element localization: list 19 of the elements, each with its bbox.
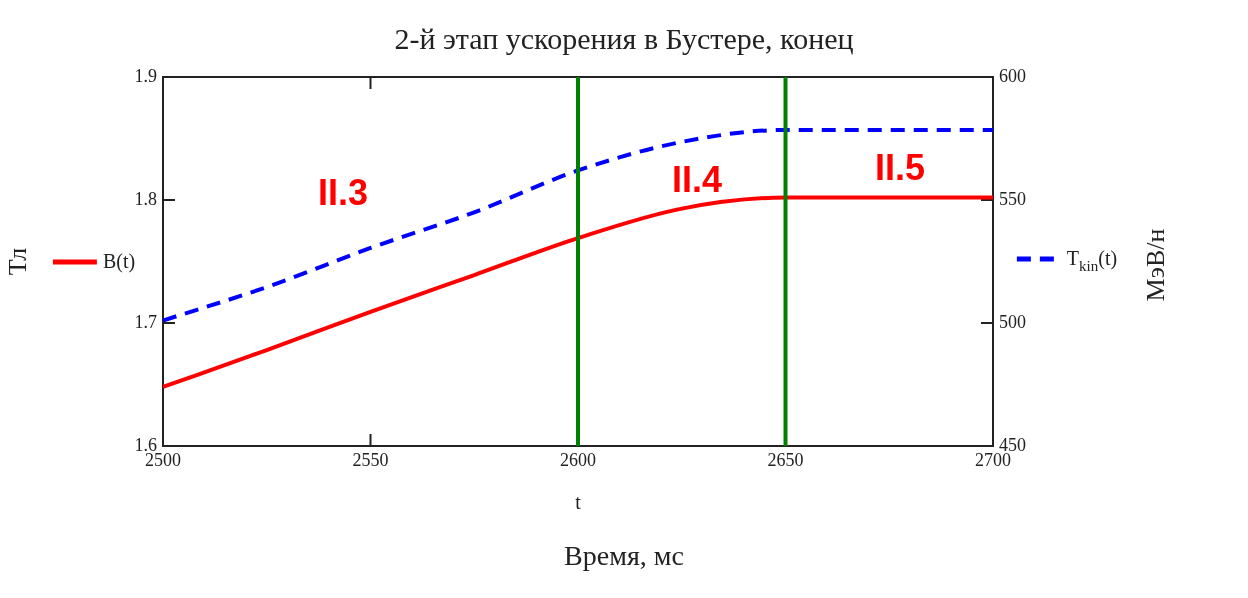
chart-title: 2-й этап ускорения в Бустере, конец	[393, 22, 855, 56]
line-series	[163, 127, 993, 323]
legend-label: B(t)	[102, 250, 136, 273]
x-tick-label: 2550	[352, 449, 389, 470]
y-tick-label: 1.7	[134, 311, 157, 332]
y2-tick-label: 600	[999, 65, 1026, 86]
x-tick-label: 2650	[767, 449, 804, 470]
annotation: II.3	[317, 172, 369, 214]
y2-tick-label: 550	[999, 188, 1026, 209]
x-tick-label: 2600	[560, 449, 596, 470]
y2-tick-label: 500	[999, 311, 1026, 332]
y-tick-label: 1.9	[134, 65, 157, 86]
y2-axis-title: МэВ/н	[1141, 228, 1172, 302]
x-axis-title: t	[575, 491, 582, 514]
annotation: II.4	[671, 159, 723, 201]
annotation: II.5	[874, 147, 926, 189]
text: Время, мс	[563, 540, 685, 572]
y-tick-label: 1.8	[134, 188, 157, 209]
y-axis-title: Тл	[3, 247, 33, 276]
